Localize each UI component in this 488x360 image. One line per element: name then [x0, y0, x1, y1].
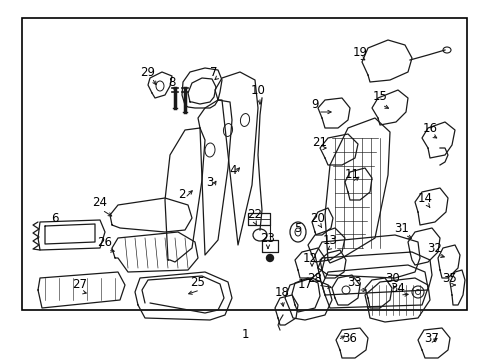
- Text: 9: 9: [311, 99, 318, 112]
- Text: 17: 17: [297, 279, 312, 292]
- Text: 20: 20: [310, 211, 325, 225]
- Text: 32: 32: [427, 242, 442, 255]
- Text: 35: 35: [442, 271, 456, 284]
- Text: 21: 21: [312, 135, 327, 148]
- Text: 12: 12: [302, 252, 317, 265]
- Text: 28: 28: [307, 271, 322, 284]
- Text: 22: 22: [247, 208, 262, 221]
- Text: 19: 19: [352, 45, 367, 58]
- Text: 27: 27: [72, 279, 87, 292]
- Text: 37: 37: [424, 332, 439, 345]
- Text: 10: 10: [250, 84, 265, 96]
- Bar: [22, 18, 466, 310]
- Text: 7: 7: [210, 66, 217, 78]
- Text: 6: 6: [51, 211, 59, 225]
- Text: 24: 24: [92, 195, 107, 208]
- Text: 36: 36: [342, 332, 357, 345]
- Text: 25: 25: [190, 275, 205, 288]
- Text: 29: 29: [140, 66, 155, 78]
- Text: 33: 33: [347, 276, 362, 289]
- Text: 23: 23: [260, 231, 275, 244]
- Text: 8: 8: [168, 76, 175, 89]
- Text: 13: 13: [322, 234, 337, 247]
- Text: 14: 14: [417, 192, 431, 204]
- Text: 5: 5: [294, 221, 301, 234]
- Text: 26: 26: [97, 235, 112, 248]
- Text: 30: 30: [385, 271, 400, 284]
- Text: 18: 18: [274, 285, 289, 298]
- Text: 16: 16: [422, 122, 437, 135]
- Ellipse shape: [266, 255, 273, 261]
- Text: 3: 3: [206, 176, 213, 189]
- Text: 4: 4: [229, 163, 236, 176]
- Text: 2: 2: [178, 189, 185, 202]
- Text: 34: 34: [390, 282, 405, 294]
- Text: 31: 31: [394, 221, 408, 234]
- Text: 11: 11: [344, 168, 359, 181]
- Text: 1: 1: [241, 328, 248, 342]
- Text: 15: 15: [372, 90, 386, 104]
